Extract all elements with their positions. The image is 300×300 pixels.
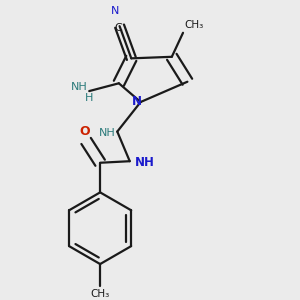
Text: N: N: [132, 95, 142, 109]
Text: N: N: [111, 6, 119, 16]
Text: H: H: [85, 93, 93, 103]
Text: NH: NH: [99, 128, 116, 138]
Text: NH: NH: [71, 82, 88, 92]
Text: CH₃: CH₃: [91, 289, 110, 299]
Text: CH₃: CH₃: [184, 20, 204, 30]
Text: NH: NH: [134, 156, 154, 169]
Text: O: O: [79, 125, 90, 138]
Text: C: C: [114, 23, 122, 33]
